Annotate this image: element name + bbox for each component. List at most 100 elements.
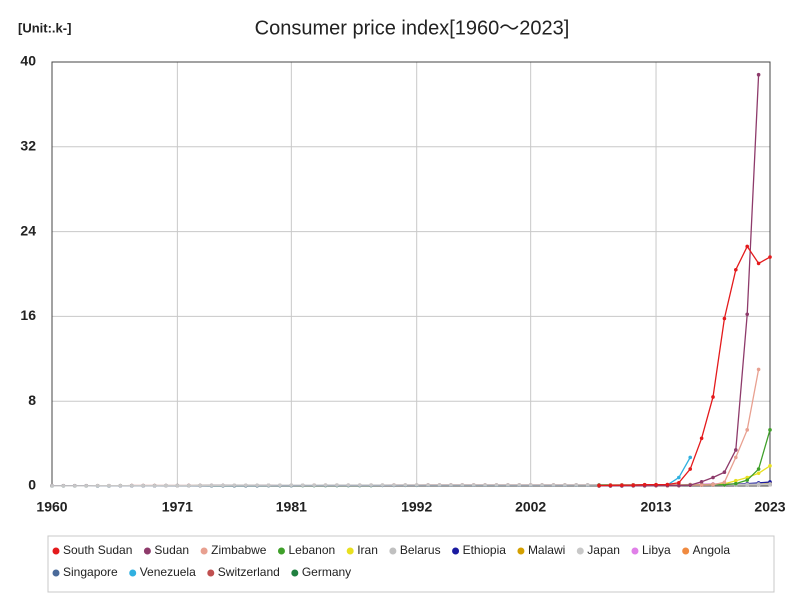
legend-label: Switzerland (218, 565, 280, 579)
data-point (471, 483, 476, 487)
data-point (654, 482, 658, 487)
y-tick-label: 0 (28, 477, 36, 493)
data-point (756, 367, 761, 372)
data-point (756, 467, 761, 471)
legend-item: Singapore (52, 565, 118, 579)
legend-item: Germany (291, 565, 351, 579)
data-point (734, 455, 738, 460)
legend-marker (389, 547, 397, 555)
legend-item: Sudan (143, 543, 189, 557)
legend-item: Lebanon (277, 543, 335, 557)
data-point (129, 483, 134, 488)
data-point (745, 478, 750, 482)
data-point (369, 483, 373, 487)
legend-marker (200, 547, 208, 555)
legend-marker (517, 547, 525, 555)
legend-label: Japan (587, 543, 620, 557)
data-point (734, 267, 738, 272)
data-point (608, 483, 613, 488)
data-point (107, 483, 111, 488)
data-point (517, 483, 522, 487)
legend-item: Angola (682, 543, 730, 557)
data-point (164, 483, 168, 488)
data-point (460, 483, 465, 487)
y-tick-label: 24 (20, 222, 36, 238)
x-tick-label: 1981 (276, 499, 307, 515)
data-point (346, 483, 351, 487)
data-point (255, 483, 259, 488)
data-point (300, 483, 305, 487)
series-line (599, 245, 771, 487)
data-point (699, 479, 704, 484)
data-point (699, 483, 704, 487)
y-tick-label: 40 (20, 53, 36, 69)
legend-marker (207, 569, 215, 577)
data-point (665, 482, 670, 487)
data-point (711, 475, 715, 480)
data-point (768, 482, 772, 486)
legend-label: Venezuela (140, 565, 196, 579)
unit-label: [Unit:.k-] (18, 20, 71, 35)
legend-label: Libya (642, 543, 671, 557)
data-point (745, 482, 750, 487)
x-tick-label: 2002 (515, 499, 546, 515)
data-point (483, 483, 487, 487)
data-point (323, 483, 328, 487)
chart-title: Consumer price index[1960～2023] (255, 17, 570, 39)
data-point (243, 483, 248, 488)
data-point (289, 483, 294, 487)
legend-marker (52, 547, 60, 555)
data-point (232, 483, 237, 488)
legend-marker (52, 569, 60, 577)
data-point (756, 261, 761, 266)
data-point (278, 483, 282, 487)
data-point (186, 483, 191, 488)
legend-label: South Sudan (63, 543, 132, 557)
legend-item: Libya (631, 543, 671, 557)
data-point (677, 481, 681, 485)
data-point (756, 471, 761, 476)
data-point (745, 312, 750, 317)
data-point (84, 483, 88, 488)
legend-label: Iran (357, 543, 378, 557)
data-point (699, 436, 704, 441)
legend-marker (346, 547, 354, 555)
legend-label: Angola (693, 543, 731, 557)
series-line (599, 74, 760, 487)
legend-item: Iran (346, 543, 378, 557)
data-point (392, 483, 396, 487)
data-point (312, 483, 316, 487)
data-point (756, 72, 761, 77)
plot-frame (51, 61, 771, 487)
data-point (711, 482, 715, 487)
legend-label: Sudan (154, 543, 189, 557)
legend-marker (682, 547, 690, 555)
data-point (528, 483, 533, 487)
data-point (403, 483, 408, 487)
legend-item: Zimbabwe (200, 543, 267, 557)
data-point (677, 475, 681, 480)
data-point (152, 483, 157, 488)
legend-item: Malawi (517, 543, 565, 557)
data-point (50, 483, 54, 488)
data-point (335, 483, 339, 487)
y-tick-label: 32 (20, 138, 36, 154)
data-point (198, 483, 202, 488)
legend-item: Japan (576, 543, 620, 557)
data-point (722, 316, 727, 321)
data-point (688, 483, 693, 487)
data-point (677, 483, 681, 488)
legend-item: South Sudan (52, 543, 132, 557)
data-point (688, 467, 693, 471)
data-point (426, 483, 430, 487)
data-point (494, 483, 499, 487)
grid: 0 8 16 24 32 40 1960 1971 1981 1992 2002 2013 2023 (20, 53, 785, 515)
data-point (642, 482, 647, 487)
data-point (209, 483, 214, 488)
legend-marker (452, 547, 460, 555)
data-point (72, 483, 77, 488)
data-point (540, 483, 544, 487)
data-point (563, 483, 567, 487)
data-point (631, 483, 636, 487)
data-point (551, 483, 556, 487)
